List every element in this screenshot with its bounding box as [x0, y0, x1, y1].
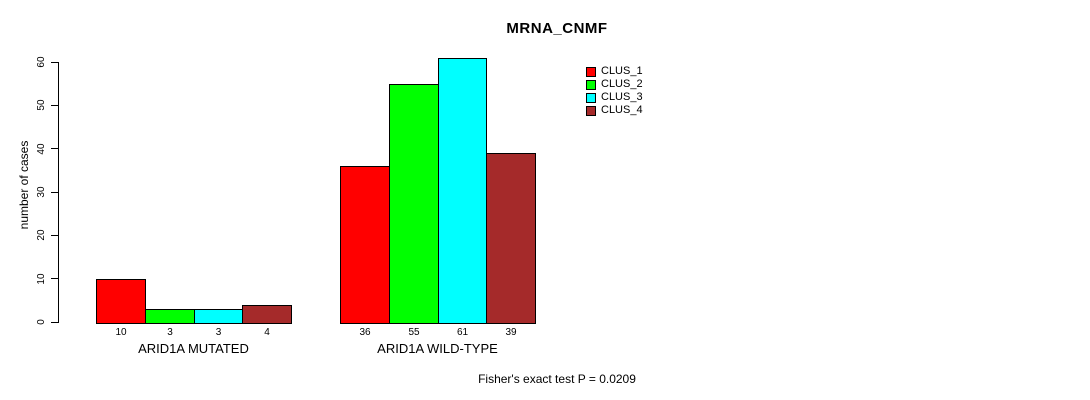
x-axis-group-label: ARID1A WILD-TYPE	[377, 341, 498, 356]
legend-label: CLUS_2	[601, 78, 643, 90]
legend-label: CLUS_1	[601, 65, 643, 77]
legend-swatch	[586, 92, 596, 103]
y-axis-tick-label: 50	[36, 99, 47, 111]
legend-item: CLUS_3	[586, 91, 643, 104]
y-axis-tick-label: 40	[36, 143, 47, 155]
y-axis-tick-label: 20	[36, 229, 47, 241]
legend-item: CLUS_4	[586, 104, 643, 117]
legend-swatch	[586, 66, 596, 77]
y-axis-line	[58, 62, 59, 323]
bar-value-label: 61	[456, 327, 469, 338]
bar-value-label: 3	[215, 327, 222, 338]
y-axis-tick-label: 0	[36, 319, 47, 325]
fisher-test-note: Fisher's exact test P = 0.0209	[478, 372, 636, 386]
legend-swatch	[586, 105, 596, 116]
chart-title: MRNA_CNMF	[506, 20, 608, 37]
y-axis-tick	[51, 191, 58, 193]
bar-clus_1	[340, 166, 390, 324]
y-axis-tick	[51, 234, 58, 236]
bar-value-label: 4	[264, 327, 270, 338]
bar-value-label: 55	[408, 327, 420, 338]
y-axis-tick	[51, 148, 58, 150]
bar-value-label: 3	[167, 327, 173, 338]
y-axis-tick	[51, 104, 58, 106]
y-axis-tick-label: 10	[36, 273, 47, 285]
y-axis-tick	[51, 321, 58, 323]
legend-item: CLUS_2	[586, 78, 643, 91]
legend-label: CLUS_4	[601, 104, 643, 116]
bar-value-label: 39	[505, 327, 517, 338]
bar-clus_3	[194, 309, 243, 324]
legend-label: CLUS_3	[601, 91, 643, 103]
legend-swatch	[586, 79, 596, 90]
bar-clus_4	[486, 153, 536, 324]
legend-item: CLUS_1	[586, 65, 643, 78]
bar-value-label: 10	[115, 327, 127, 338]
y-axis-tick-label: 30	[36, 186, 47, 198]
bar-clus_2	[145, 309, 195, 324]
bar-clus_4	[242, 305, 292, 324]
x-axis-group-label: ARID1A MUTATED	[138, 341, 249, 356]
y-axis-tick-label: 60	[36, 56, 47, 68]
bar-clus_1	[96, 279, 146, 324]
y-axis-tick	[51, 61, 58, 63]
bar-value-label: 36	[359, 327, 371, 338]
y-axis-tick	[51, 278, 58, 280]
bar-clus_3	[438, 58, 487, 324]
bar-clus_2	[389, 84, 439, 324]
legend: CLUS_1 CLUS_2 CLUS_3 CLUS_4	[586, 65, 643, 117]
